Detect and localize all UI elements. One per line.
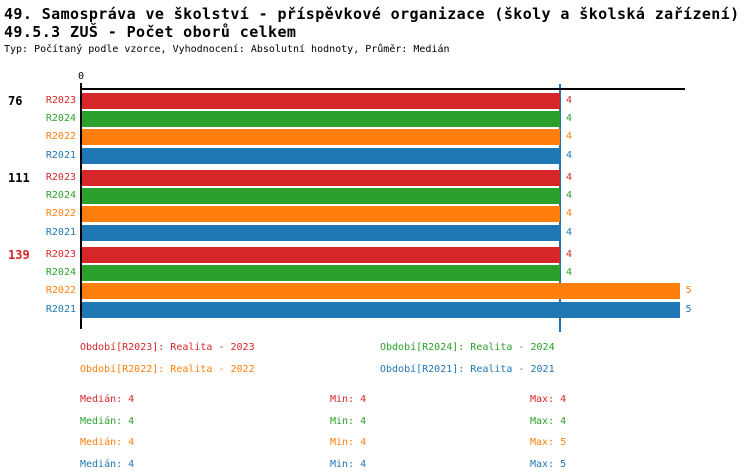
x-axis-top-line	[80, 88, 685, 90]
bar-row-label: R2023	[45, 248, 76, 260]
bar-row-label: R2021	[45, 303, 76, 315]
bar-row-label: R2024	[45, 190, 76, 202]
legend-item: Období[R2024]: Realita - 2024	[380, 342, 555, 353]
bar	[82, 111, 560, 128]
stat-max: Max: 5	[530, 437, 567, 449]
bar-value-label: 4	[566, 190, 573, 202]
stat-min: Min: 4	[330, 415, 367, 427]
stat-min: Min: 4	[330, 459, 367, 471]
report-meta-line: Typ: Počítaný podle vzorce, Vyhodnocení:…	[4, 44, 450, 55]
bar-value-label: 4	[566, 94, 573, 106]
axis-zero-tick-label: 0	[77, 71, 85, 82]
bar	[82, 301, 680, 318]
bar-row-label: R2022	[45, 208, 76, 220]
y-axis-spine	[80, 83, 82, 329]
stat-median: Medián: 4	[80, 415, 135, 427]
legend-item: Období[R2022]: Realita - 2022	[80, 364, 255, 375]
bar-value-label: 4	[566, 113, 573, 125]
stat-median: Medián: 4	[80, 394, 135, 405]
stat-max: Max: 5	[530, 459, 567, 471]
legend-item: Období[R2023]: Realita - 2023	[80, 342, 255, 353]
bar	[82, 188, 560, 205]
bar-row-label: R2024	[45, 113, 76, 125]
bar	[82, 224, 560, 241]
stat-max: Max: 4	[530, 415, 567, 427]
bar-value-label: 4	[566, 131, 573, 143]
bar-value-label: 5	[685, 303, 692, 315]
bar-row-label: R2022	[45, 285, 76, 297]
bar-row-label: R2023	[45, 94, 76, 106]
stat-median: Medián: 4	[80, 459, 135, 471]
bar-row-label: R2022	[45, 131, 76, 143]
bar-value-label: 4	[566, 208, 573, 220]
bar	[82, 129, 560, 146]
bar	[82, 283, 680, 300]
bar-row-label: R2023	[45, 171, 76, 183]
bar	[82, 169, 560, 186]
legend-item: Období[R2021]: Realita - 2021	[380, 364, 555, 375]
bar	[82, 92, 560, 109]
stat-min: Min: 4	[330, 437, 367, 449]
report-title-line2: 49.5.3 ZUŠ - Počet oborů celkem	[4, 23, 297, 41]
bar-value-label: 4	[566, 267, 573, 279]
bar-value-label: 4	[566, 226, 573, 238]
bar	[82, 265, 560, 282]
bar-row-label: R2024	[45, 267, 76, 279]
bar	[82, 147, 560, 164]
median-gridline	[559, 84, 561, 332]
bar-value-label: 4	[566, 248, 573, 260]
bar-value-label: 4	[566, 149, 573, 161]
bar-row-label: R2021	[45, 149, 76, 161]
stat-min: Min: 4	[330, 394, 367, 405]
group-label: 111	[8, 170, 30, 185]
bar	[82, 206, 560, 223]
stat-max: Max: 4	[530, 394, 567, 405]
report-title-line1: 49. Samospráva ve školství - příspěvkové…	[4, 5, 740, 23]
bar-value-label: 5	[685, 285, 692, 297]
group-label: 76	[8, 93, 23, 108]
group-label: 139	[8, 247, 30, 262]
bar	[82, 246, 560, 263]
bar-row-label: R2021	[45, 226, 76, 238]
stat-median: Medián: 4	[80, 437, 135, 449]
bar-value-label: 4	[566, 171, 573, 183]
